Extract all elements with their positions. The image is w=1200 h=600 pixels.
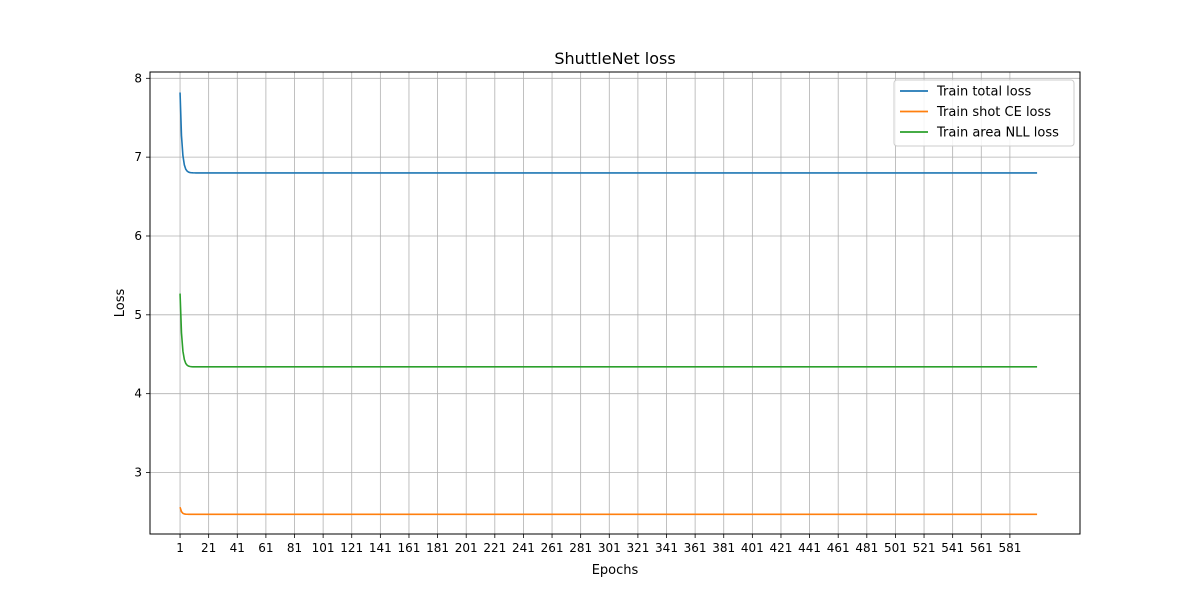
series-line	[179, 506, 1038, 516]
x-tick-label: 241	[512, 541, 535, 555]
x-tick-label: 281	[569, 541, 592, 555]
x-tick-label: 81	[287, 541, 302, 555]
x-tick-label: 341	[655, 541, 678, 555]
series-lines	[179, 92, 1038, 516]
x-tick-label: 541	[941, 541, 964, 555]
legend-label: Train area NLL loss	[936, 126, 1059, 141]
x-tick-label: 141	[369, 541, 392, 555]
legend-box	[893, 79, 1075, 147]
legend: Train total loss Train shot CE loss Train …	[893, 79, 1075, 147]
x-tick-label: 441	[798, 541, 821, 555]
x-tick-label: 121	[340, 541, 363, 555]
x-tick-label: 41	[230, 541, 245, 555]
y-tick-label: 7	[134, 150, 142, 164]
y-axis-label: Loss	[113, 289, 128, 318]
x-tick-label: 561	[970, 541, 993, 555]
x-tick-label: 181	[426, 541, 449, 555]
y-tick-label: 5	[134, 308, 142, 322]
x-axis-label: Epochs	[592, 563, 639, 578]
x-tick-label: 21	[201, 541, 216, 555]
y-tick-label: 4	[134, 387, 142, 401]
axis-ticks: 1 21 41 61 81 101 121 141 161 181 201 221 241 261 281 3…	[134, 71, 1021, 555]
x-tick-label: 201	[455, 541, 478, 555]
x-tick-label: 261	[541, 541, 564, 555]
legend-label: Train shot CE loss	[936, 105, 1051, 120]
y-tick-label: 6	[134, 229, 142, 243]
x-tick-label: 461	[827, 541, 850, 555]
x-tick-label: 301	[598, 541, 621, 555]
x-tick-label: 381	[712, 541, 735, 555]
plot-frame	[149, 71, 1081, 535]
grid-lines	[150, 72, 1080, 534]
chart-title: ShuttleNet loss	[554, 49, 675, 68]
series-line	[179, 92, 1038, 174]
x-tick-label: 61	[258, 541, 273, 555]
x-tick-label: 521	[913, 541, 936, 555]
legend-label: Train total loss	[936, 85, 1032, 100]
x-tick-label: 581	[998, 541, 1021, 555]
x-tick-label: 421	[770, 541, 793, 555]
x-tick-label: 501	[884, 541, 907, 555]
x-tick-label: 481	[855, 541, 878, 555]
x-tick-label: 221	[483, 541, 506, 555]
x-tick-label: 161	[398, 541, 421, 555]
x-tick-label: 401	[741, 541, 764, 555]
x-tick-label: 361	[684, 541, 707, 555]
y-tick-label: 3	[134, 466, 142, 480]
x-tick-label: 101	[312, 541, 335, 555]
series-line	[179, 293, 1038, 368]
x-tick-label: 321	[626, 541, 649, 555]
y-tick-label: 8	[134, 71, 142, 85]
x-tick-label: 1	[176, 541, 184, 555]
